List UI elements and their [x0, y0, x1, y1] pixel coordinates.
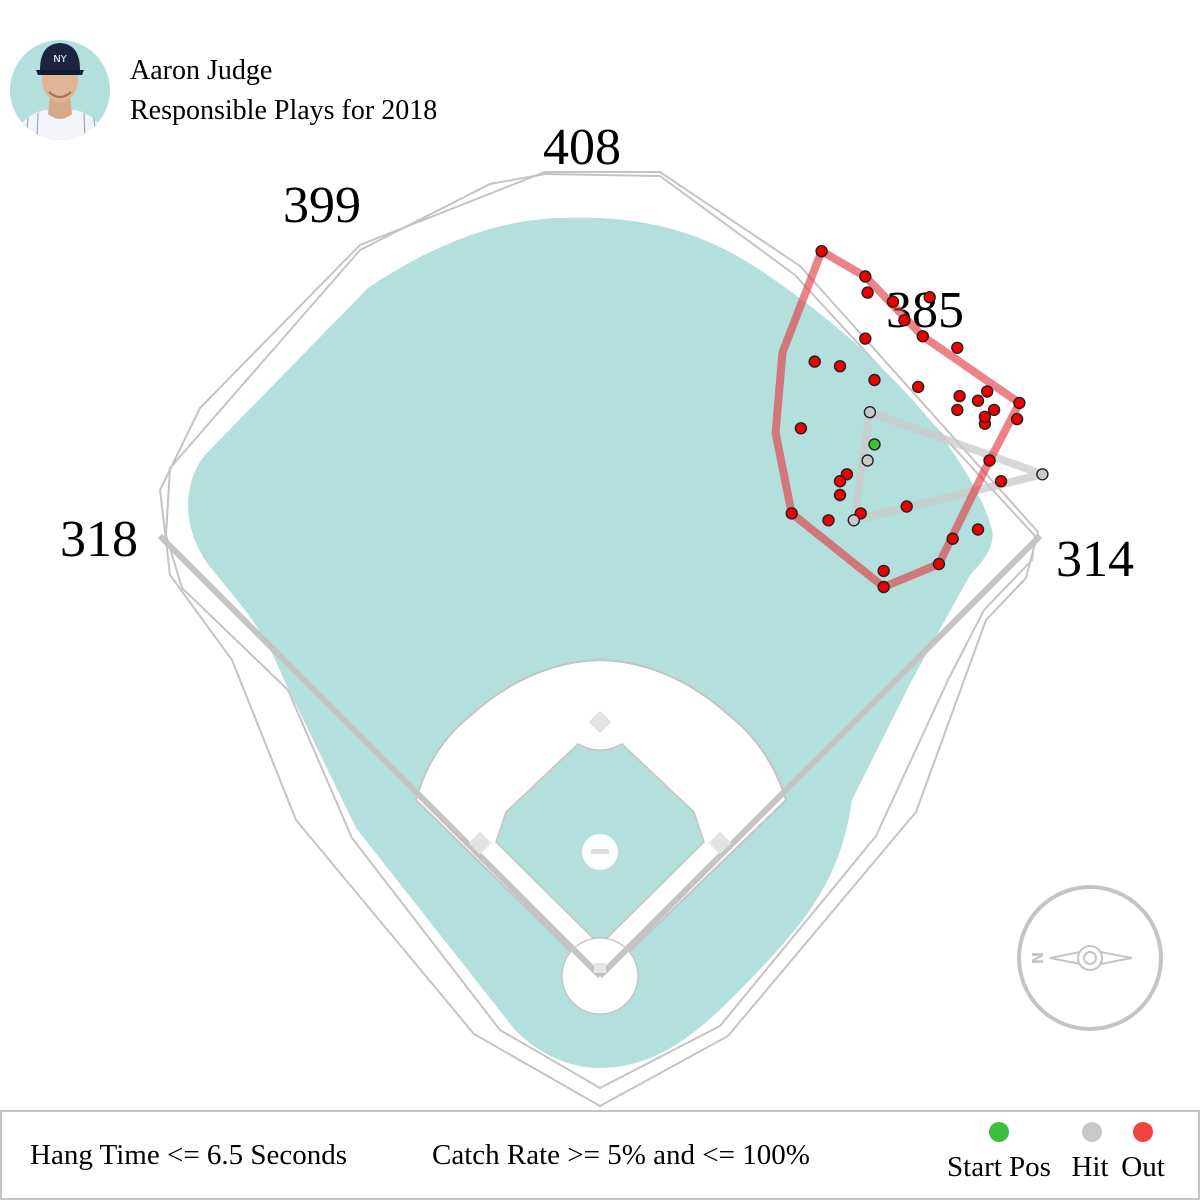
warning-track — [164, 172, 1037, 1090]
play-points — [785, 244, 1049, 594]
ballpark — [157, 171, 1043, 1108]
out-point — [1010, 412, 1024, 426]
player-headshot-icon: NY — [10, 40, 110, 140]
distance-labels: 318 399 408 385 314 — [60, 119, 1134, 588]
start-position-point — [868, 438, 881, 451]
legend-out-label: Out — [1121, 1151, 1165, 1183]
out-point — [785, 507, 798, 520]
player-name: Aaron Judge — [130, 55, 272, 86]
distance-right-field: 314 — [1056, 531, 1134, 588]
right-foul-line — [597, 533, 1043, 979]
distance-center: 408 — [543, 119, 621, 176]
out-point — [868, 373, 881, 387]
distance-left-center: 399 — [283, 177, 361, 234]
out-point — [994, 475, 1008, 488]
out-point — [987, 403, 1001, 417]
compass-letter: N — [1029, 952, 1047, 965]
out-point — [983, 454, 996, 467]
first-base — [708, 831, 732, 855]
out-point — [822, 514, 835, 527]
header: NY Aaron Judge Responsible Plays for 201… — [10, 40, 437, 140]
out-point — [833, 488, 847, 502]
hit-hull — [849, 408, 1047, 525]
out-point — [932, 557, 946, 571]
legend-hit-dot — [1082, 1122, 1102, 1142]
second-base — [588, 710, 612, 734]
out-point — [916, 330, 929, 343]
hit-point — [847, 514, 860, 527]
home-plate — [594, 963, 606, 973]
out-point — [951, 403, 964, 417]
hit-point — [863, 406, 877, 419]
out-point — [833, 360, 847, 373]
legend: Start Pos Hit Out — [947, 1122, 1165, 1183]
out-point — [971, 523, 985, 536]
compass-icon: N — [1017, 885, 1163, 1031]
filter-hang-time: Hang Time <= 6.5 Seconds — [30, 1139, 347, 1171]
out-point — [833, 475, 847, 488]
out-point — [861, 286, 874, 299]
out-point — [978, 410, 992, 423]
out-point — [900, 500, 913, 513]
plays-subtitle: Responsible Plays for 2018 — [130, 95, 437, 126]
out-point — [808, 355, 821, 368]
out-point — [1013, 396, 1026, 410]
left-foul-line — [157, 533, 603, 979]
out-point — [951, 341, 964, 354]
out-point — [859, 270, 872, 283]
out-point — [981, 385, 994, 398]
out-point — [898, 314, 911, 327]
footer-box — [0, 1110, 1200, 1200]
out-point — [877, 580, 890, 594]
filter-catch-rate: Catch Rate >= 5% and <= 100% — [432, 1139, 810, 1171]
out-point — [794, 422, 808, 435]
distance-left-field: 318 — [60, 511, 138, 568]
out-point — [971, 394, 985, 407]
out-point — [953, 389, 966, 403]
footer: Hang Time <= 6.5 Seconds Catch Rate >= 5… — [0, 1110, 1200, 1200]
outfield-grass — [188, 217, 993, 1068]
out-point — [912, 380, 925, 394]
hit-point — [1036, 468, 1049, 481]
out-point — [859, 332, 872, 345]
third-base — [468, 831, 492, 855]
out-point — [886, 295, 900, 308]
legend-hit-label: Hit — [1071, 1151, 1108, 1183]
out-point — [923, 291, 936, 304]
hit-point — [861, 454, 874, 467]
svg-text:NY: NY — [53, 54, 67, 65]
pitchers-rubber — [591, 849, 609, 854]
legend-start-pos-dot — [989, 1122, 1009, 1142]
legend-start-pos-label: Start Pos — [947, 1151, 1051, 1183]
out-point — [877, 564, 890, 578]
out-point — [815, 244, 828, 258]
legend-out-dot — [1133, 1122, 1153, 1142]
out-point — [946, 532, 959, 545]
